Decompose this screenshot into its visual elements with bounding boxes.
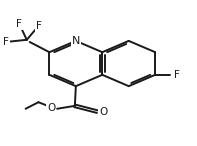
Text: O: O [99,107,108,117]
Text: F: F [3,37,9,47]
Text: O: O [47,103,55,113]
Text: N: N [72,36,80,46]
Text: F: F [174,70,180,80]
Text: F: F [16,19,22,29]
Text: F: F [36,21,42,31]
